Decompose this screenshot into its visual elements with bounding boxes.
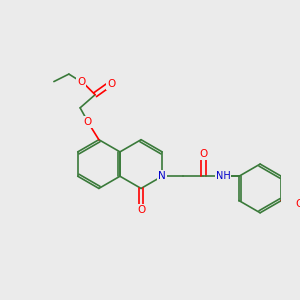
- Text: N: N: [158, 171, 166, 181]
- Text: O: O: [199, 149, 208, 159]
- Text: O: O: [77, 76, 85, 87]
- Text: O: O: [137, 205, 145, 215]
- Text: O: O: [296, 200, 300, 209]
- Text: O: O: [107, 80, 115, 89]
- Text: O: O: [83, 117, 92, 127]
- Text: NH: NH: [216, 171, 230, 181]
